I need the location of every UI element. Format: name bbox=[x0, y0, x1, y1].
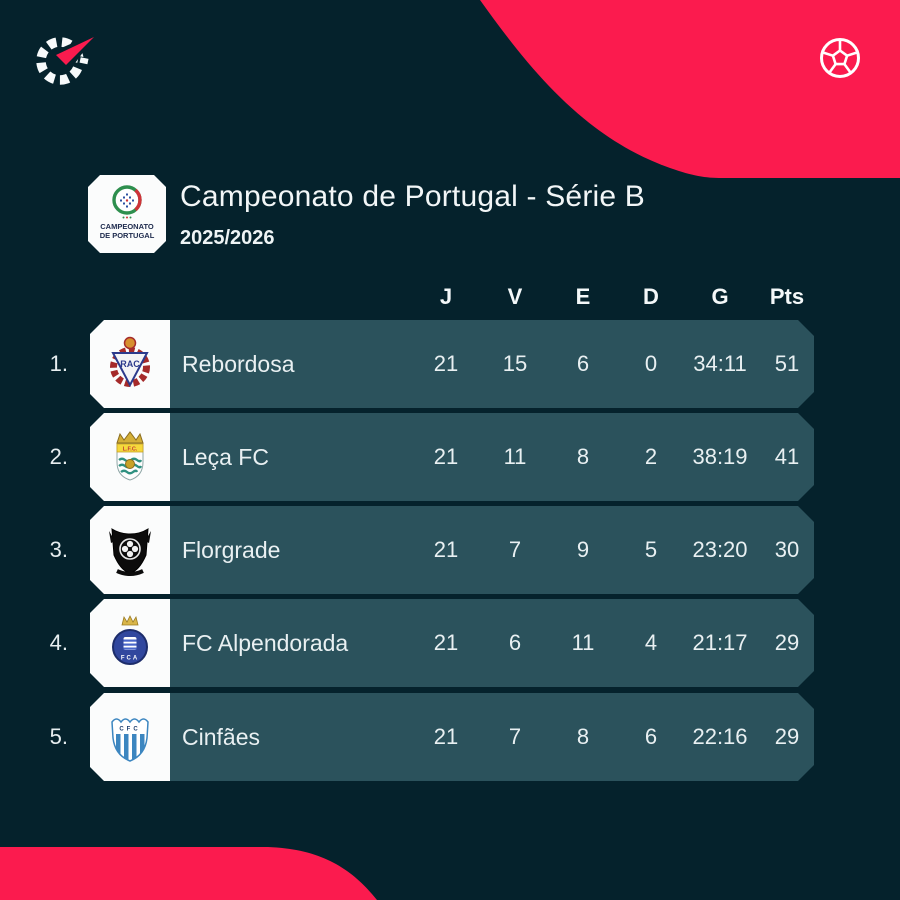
team-name: Cinfães bbox=[182, 724, 260, 750]
stat-goals: 23:20 bbox=[692, 537, 748, 562]
team-crest-box: L.F.C. bbox=[90, 413, 170, 501]
soccer-ball-icon bbox=[820, 38, 860, 78]
stat-points: 51 bbox=[774, 351, 800, 376]
competition-logo-caption-2: DE PORTUGAL bbox=[100, 231, 155, 240]
stat-matches: 21 bbox=[433, 537, 459, 562]
team-crest-box bbox=[90, 506, 170, 594]
table-row: RAC Rebordosa 21 15 6 0 34:11 51 bbox=[90, 320, 814, 408]
stat-draws: 11 bbox=[571, 630, 595, 655]
rank-label: 2. bbox=[49, 444, 68, 469]
team-name: Florgrade bbox=[182, 537, 281, 563]
stat-draws: 8 bbox=[576, 444, 590, 469]
rank-label: 5. bbox=[49, 724, 68, 749]
stat-wins: 15 bbox=[502, 351, 528, 376]
cinfaes-crest-icon: CFC bbox=[103, 708, 157, 766]
crest-letters: L.F.C. bbox=[123, 447, 138, 453]
stat-wins: 11 bbox=[503, 444, 527, 469]
stat-wins: 6 bbox=[508, 630, 522, 655]
stat-draws: 9 bbox=[576, 537, 590, 562]
stat-points: 29 bbox=[774, 724, 800, 749]
stat-losses: 4 bbox=[644, 630, 658, 655]
team-crest-box: FCA bbox=[90, 599, 170, 687]
column-header-pts: Pts bbox=[769, 284, 805, 309]
florgrade-crest-icon bbox=[103, 521, 157, 579]
stat-matches: 21 bbox=[433, 630, 459, 655]
table-row: FCA FC Alpendorada 21 6 11 4 21:17 29 bbox=[90, 599, 814, 687]
team-crest-box: CFC bbox=[90, 693, 170, 781]
team-name: Leça FC bbox=[182, 444, 269, 470]
stat-goals: 21:17 bbox=[692, 630, 748, 655]
stat-wins: 7 bbox=[508, 537, 522, 562]
column-header-e: E bbox=[575, 284, 591, 309]
stat-losses: 5 bbox=[644, 537, 658, 562]
stat-losses: 0 bbox=[644, 351, 658, 376]
team-crest-box: RAC bbox=[90, 320, 170, 408]
competition-logo: CAMPEONATO DE PORTUGAL bbox=[88, 175, 166, 253]
rank-label: 3. bbox=[49, 537, 68, 562]
stat-wins: 7 bbox=[508, 724, 522, 749]
column-header-j: J bbox=[439, 284, 453, 309]
page-title: Campeonato de Portugal - Série B bbox=[180, 180, 645, 213]
rank-label: 4. bbox=[49, 630, 68, 655]
crest-letters: CFC bbox=[119, 727, 140, 733]
crest-letters: RAC bbox=[120, 359, 140, 369]
competition-logo-caption-1: CAMPEONATO bbox=[100, 222, 154, 231]
campeonato-de-portugal-emblem-icon: CAMPEONATO DE PORTUGAL bbox=[92, 179, 162, 249]
team-name: Rebordosa bbox=[182, 351, 295, 377]
stat-points: 30 bbox=[774, 537, 800, 562]
rank-label: 1. bbox=[49, 351, 68, 376]
flashscore-logo-icon bbox=[36, 32, 98, 85]
column-header-v: V bbox=[507, 284, 523, 309]
table-row: CFC Cinfães 21 7 8 6 22:16 29 bbox=[90, 693, 814, 781]
table-row: Florgrade 21 7 9 5 23:20 30 bbox=[90, 506, 814, 594]
leca-fc-crest-icon: L.F.C. bbox=[103, 428, 157, 486]
stat-goals: 22:16 bbox=[692, 724, 748, 749]
stat-losses: 6 bbox=[644, 724, 658, 749]
stat-goals: 38:19 bbox=[692, 444, 748, 469]
stat-points: 41 bbox=[774, 444, 800, 469]
stat-matches: 21 bbox=[433, 351, 459, 376]
season-label: 2025/2026 bbox=[180, 227, 275, 249]
stat-matches: 21 bbox=[433, 724, 459, 749]
rebordosa-crest-icon: RAC bbox=[103, 335, 157, 393]
stat-matches: 21 bbox=[433, 444, 459, 469]
fc-alpendorada-crest-icon: FCA bbox=[103, 614, 157, 672]
stat-losses: 2 bbox=[644, 444, 658, 469]
team-name: FC Alpendorada bbox=[182, 630, 349, 656]
column-header-d: D bbox=[643, 284, 659, 309]
column-header-g: G bbox=[711, 284, 729, 309]
stat-goals: 34:11 bbox=[693, 351, 747, 376]
stat-draws: 8 bbox=[576, 724, 590, 749]
stat-points: 29 bbox=[774, 630, 800, 655]
stat-draws: 6 bbox=[576, 351, 590, 376]
table-row: L.F.C. Leça FC 21 11 8 2 38:19 41 bbox=[90, 413, 814, 501]
crest-letters: FCA bbox=[121, 656, 139, 662]
